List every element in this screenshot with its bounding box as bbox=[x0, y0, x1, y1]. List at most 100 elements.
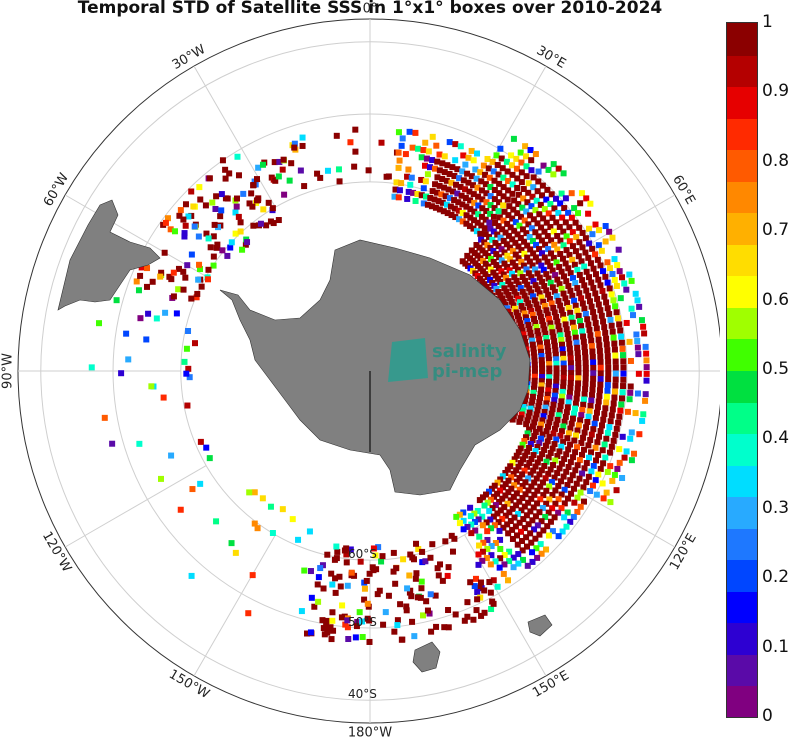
std-pixel bbox=[491, 522, 498, 529]
std-pixel bbox=[553, 313, 560, 320]
std-pixel bbox=[510, 206, 517, 213]
std-pixel bbox=[592, 221, 599, 228]
std-pixel bbox=[138, 264, 145, 271]
std-pixel bbox=[308, 594, 315, 601]
std-pixel bbox=[546, 496, 553, 503]
std-pixel bbox=[592, 444, 599, 451]
std-pixel bbox=[509, 285, 516, 292]
std-pixel bbox=[502, 229, 509, 236]
std-pixel bbox=[527, 147, 534, 154]
latitude-label: 50°S bbox=[348, 615, 377, 629]
colorbar bbox=[726, 22, 758, 718]
std-pixel bbox=[560, 374, 567, 381]
std-pixel bbox=[618, 401, 625, 408]
std-pixel bbox=[604, 279, 611, 286]
std-pixel bbox=[471, 519, 478, 526]
std-pixel bbox=[551, 514, 558, 521]
std-pixel bbox=[506, 558, 513, 565]
std-pixel bbox=[324, 551, 331, 558]
std-pixel bbox=[525, 189, 532, 196]
std-pixel bbox=[227, 244, 234, 251]
std-pixel bbox=[501, 504, 508, 511]
std-pixel bbox=[408, 174, 415, 181]
std-pixel bbox=[545, 348, 552, 355]
std-pixel bbox=[539, 250, 546, 257]
std-pixel bbox=[563, 468, 570, 475]
std-pixel bbox=[517, 235, 524, 242]
std-pixel bbox=[571, 499, 578, 506]
std-pixel bbox=[479, 548, 486, 555]
std-pixel bbox=[413, 540, 420, 547]
std-pixel bbox=[455, 199, 462, 206]
std-pixel bbox=[588, 337, 595, 344]
std-pixel bbox=[529, 311, 536, 318]
std-pixel bbox=[536, 471, 543, 478]
std-pixel bbox=[572, 467, 579, 474]
std-pixel bbox=[497, 545, 504, 552]
std-pixel bbox=[514, 184, 521, 191]
std-pixel bbox=[569, 415, 576, 422]
std-pixel bbox=[279, 506, 286, 513]
std-pixel bbox=[597, 359, 604, 366]
std-pixel bbox=[511, 514, 518, 521]
std-pixel bbox=[255, 195, 262, 202]
std-pixel bbox=[610, 437, 617, 444]
std-pixel bbox=[532, 535, 539, 542]
std-pixel bbox=[513, 292, 520, 299]
std-pixel bbox=[524, 281, 531, 288]
std-pixel bbox=[628, 457, 635, 464]
std-pixel bbox=[511, 288, 518, 295]
std-pixel bbox=[546, 419, 553, 426]
std-pixel bbox=[538, 294, 545, 301]
std-pixel bbox=[424, 201, 431, 208]
std-pixel bbox=[267, 503, 274, 510]
std-pixel bbox=[515, 243, 522, 250]
std-pixel bbox=[575, 354, 582, 361]
std-pixel bbox=[602, 238, 609, 245]
std-pixel bbox=[547, 263, 554, 270]
std-pixel bbox=[630, 312, 637, 319]
std-pixel bbox=[491, 482, 498, 489]
colorbar-segment bbox=[727, 401, 757, 435]
std-pixel bbox=[521, 335, 528, 342]
std-pixel bbox=[301, 567, 308, 574]
std-pixel bbox=[477, 579, 484, 586]
meridian-line bbox=[193, 534, 276, 677]
std-pixel bbox=[436, 151, 443, 158]
std-pixel bbox=[222, 175, 229, 182]
std-pixel bbox=[348, 569, 355, 576]
std-pixel bbox=[569, 243, 576, 250]
std-pixel bbox=[600, 495, 607, 502]
std-pixel bbox=[429, 541, 436, 548]
std-pixel bbox=[516, 316, 523, 323]
std-pixel bbox=[454, 166, 461, 173]
std-pixel bbox=[511, 456, 518, 463]
std-pixel bbox=[499, 282, 506, 289]
std-pixel bbox=[486, 174, 493, 181]
std-pixel bbox=[431, 196, 438, 203]
std-pixel bbox=[551, 205, 558, 212]
std-pixel bbox=[544, 423, 551, 430]
std-pixel bbox=[356, 609, 363, 616]
std-pixel bbox=[604, 259, 611, 266]
std-pixel bbox=[202, 202, 209, 209]
std-pixel bbox=[257, 220, 264, 227]
std-pixel bbox=[521, 310, 528, 317]
std-pixel bbox=[540, 527, 547, 534]
std-pixel bbox=[566, 238, 573, 245]
std-pixel bbox=[588, 397, 595, 404]
std-pixel bbox=[420, 200, 427, 207]
std-pixel bbox=[543, 307, 550, 314]
std-pixel bbox=[626, 271, 633, 278]
std-pixel bbox=[482, 216, 489, 223]
std-pixel bbox=[402, 151, 409, 158]
std-pixel bbox=[541, 302, 548, 309]
std-pixel bbox=[593, 457, 600, 464]
std-pixel bbox=[516, 519, 523, 526]
std-pixel bbox=[510, 302, 517, 309]
std-pixel bbox=[418, 578, 425, 585]
std-pixel bbox=[443, 177, 450, 184]
std-pixel bbox=[436, 206, 443, 213]
std-pixel bbox=[590, 359, 597, 366]
std-pixel bbox=[485, 165, 492, 172]
